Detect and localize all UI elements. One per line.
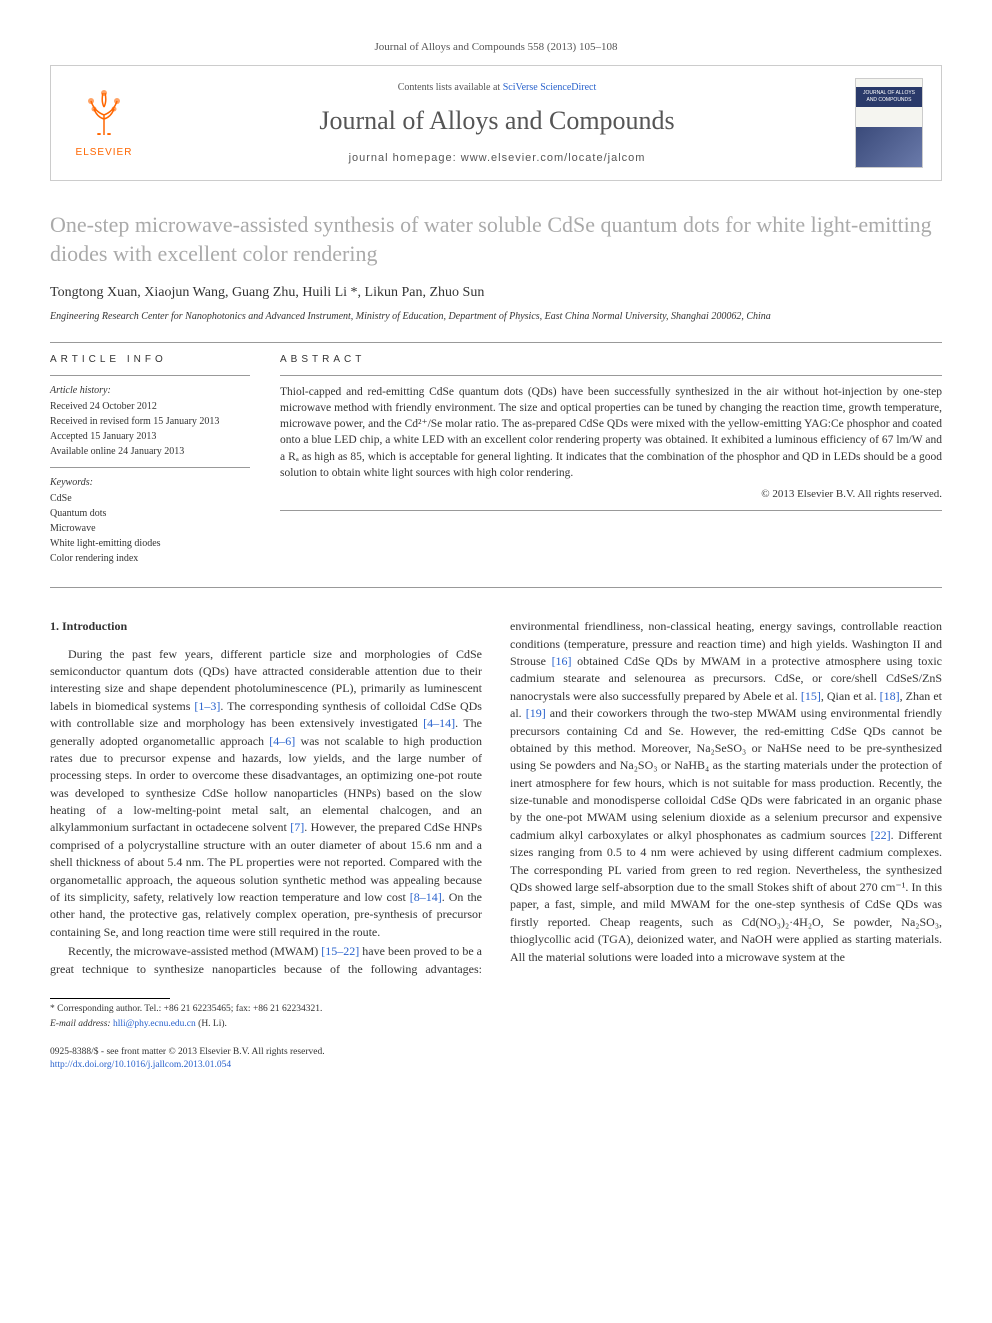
journal-title: Journal of Alloys and Compounds [139, 103, 855, 139]
body-text: Recently, the microwave-assisted method … [68, 944, 321, 958]
divider [50, 587, 942, 588]
divider [50, 375, 250, 376]
corresponding-author: * Corresponding author. Tel.: +86 21 622… [50, 1003, 942, 1016]
article-title: One-step microwave-assisted synthesis of… [50, 211, 942, 268]
keyword: CdSe [50, 492, 250, 506]
keyword: White light-emitting diodes [50, 537, 250, 551]
keyword: Quantum dots [50, 507, 250, 521]
bottom-meta: 0925-8388/$ - see front matter © 2013 El… [50, 1046, 942, 1073]
cover-graphic [856, 127, 922, 167]
keywords-label: Keywords: [50, 476, 250, 490]
divider [50, 467, 250, 468]
body-text: and their coworkers through the two-step… [510, 706, 942, 842]
journal-header: ELSEVIER Contents lists available at Sci… [50, 65, 942, 181]
cover-title: JOURNAL OF ALLOYS AND COMPOUNDS [856, 87, 922, 107]
publisher-name: ELSEVIER [69, 146, 139, 160]
publisher-logo: ELSEVIER [69, 87, 139, 160]
reference-link[interactable]: [18] [880, 689, 900, 703]
doi-link[interactable]: http://dx.doi.org/10.1016/j.jallcom.2013… [50, 1060, 231, 1070]
reference-link[interactable]: [4–6] [269, 734, 295, 748]
header-center: Contents lists available at SciVerse Sci… [139, 81, 855, 167]
copyright-notice: © 2013 Elsevier B.V. All rights reserved… [280, 487, 942, 502]
corresponding-email-line: E-mail address: hlli@phy.ecnu.edu.cn (H.… [50, 1018, 942, 1031]
keyword: Color rendering index [50, 552, 250, 566]
body-text: . Different sizes ranging from 0.5 to 4 … [510, 828, 942, 964]
journal-homepage: journal homepage: www.elsevier.com/locat… [139, 151, 855, 166]
keyword: Microwave [50, 522, 250, 536]
reference-link[interactable]: [15–22] [321, 944, 359, 958]
email-suffix: (H. Li). [196, 1019, 227, 1029]
online-date: Available online 24 January 2013 [50, 445, 250, 459]
revised-date: Received in revised form 15 January 2013 [50, 415, 250, 429]
article-info-heading: ARTICLE INFO [50, 353, 250, 367]
author-affiliation: Engineering Research Center for Nanophot… [50, 310, 942, 324]
homepage-url[interactable]: www.elsevier.com/locate/jalcom [461, 152, 646, 164]
accepted-date: Accepted 15 January 2013 [50, 430, 250, 444]
contents-available: Contents lists available at SciVerse Sci… [139, 81, 855, 95]
section-heading: 1. Introduction [50, 618, 482, 635]
footnote-separator [50, 998, 170, 999]
email-label: E-mail address: [50, 1019, 113, 1029]
divider [280, 375, 942, 376]
email-link[interactable]: hlli@phy.ecnu.edu.cn [113, 1019, 196, 1029]
info-abstract-row: ARTICLE INFO Article history: Received 2… [50, 353, 942, 567]
sciencedirect-link[interactable]: SciVerse ScienceDirect [503, 82, 597, 93]
journal-cover-thumbnail: JOURNAL OF ALLOYS AND COMPOUNDS [855, 78, 923, 168]
divider [50, 342, 942, 343]
contents-text: Contents lists available at [398, 82, 503, 93]
history-label: Article history: [50, 384, 250, 398]
article-info-block: ARTICLE INFO Article history: Received 2… [50, 353, 250, 567]
reference-link[interactable]: [4–14] [423, 716, 455, 730]
received-date: Received 24 October 2012 [50, 400, 250, 414]
reference-link[interactable]: [19] [526, 706, 546, 720]
reference-link[interactable]: [15] [801, 689, 821, 703]
author-list: Tongtong Xuan, Xiaojun Wang, Guang Zhu, … [50, 283, 942, 303]
journal-reference: Journal of Alloys and Compounds 558 (201… [50, 40, 942, 55]
reference-link[interactable]: [8–14] [410, 890, 442, 904]
divider [280, 510, 942, 511]
abstract-text: Thiol-capped and red-emitting CdSe quant… [280, 384, 942, 481]
reference-link[interactable]: [1–3] [194, 699, 220, 713]
abstract-heading: ABSTRACT [280, 353, 942, 367]
abstract-block: ABSTRACT Thiol-capped and red-emitting C… [280, 353, 942, 567]
body-paragraph: During the past few years, different par… [50, 646, 482, 942]
body-text: , Qian et al. [821, 689, 880, 703]
article-body: 1. Introduction During the past few year… [50, 618, 942, 978]
reference-link[interactable]: [7] [290, 820, 304, 834]
reference-link[interactable]: [22] [871, 828, 891, 842]
elsevier-tree-icon [79, 87, 129, 137]
homepage-label: journal homepage: [349, 152, 461, 164]
reference-link[interactable]: [16] [552, 654, 572, 668]
issn-line: 0925-8388/$ - see front matter © 2013 El… [50, 1046, 942, 1059]
